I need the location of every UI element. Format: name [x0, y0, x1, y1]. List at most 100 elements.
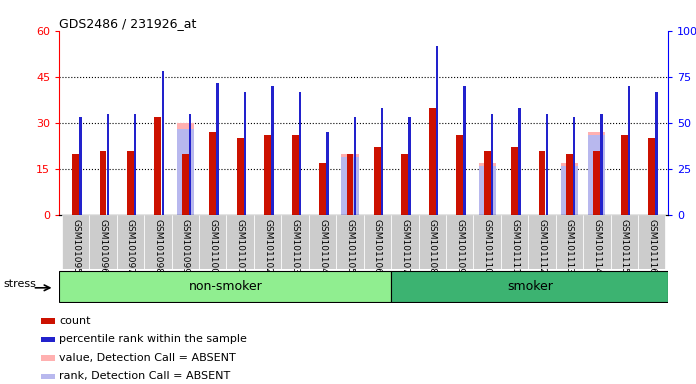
Bar	[161, 71, 164, 215]
Bar	[336, 215, 363, 269]
Bar	[41, 318, 55, 324]
Bar	[41, 374, 55, 379]
Text: GSM101097: GSM101097	[126, 219, 135, 274]
Bar	[409, 117, 411, 215]
Text: GSM101110: GSM101110	[482, 219, 491, 274]
Bar	[226, 215, 254, 269]
Text: GSM101106: GSM101106	[373, 219, 382, 274]
Bar	[479, 166, 496, 215]
Bar	[518, 108, 521, 215]
Bar	[100, 151, 106, 215]
Bar	[391, 271, 668, 302]
Bar	[341, 154, 358, 215]
Bar	[155, 117, 161, 215]
Bar	[573, 117, 576, 215]
Text: GSM101105: GSM101105	[345, 219, 354, 274]
Text: GSM101116: GSM101116	[647, 219, 656, 274]
Text: GSM101099: GSM101099	[181, 219, 190, 274]
Text: GSM101100: GSM101100	[208, 219, 217, 274]
Bar	[182, 154, 189, 215]
Bar	[127, 151, 134, 215]
Text: GSM101102: GSM101102	[263, 219, 272, 274]
Bar	[134, 114, 136, 215]
Bar	[299, 92, 301, 215]
Bar	[491, 114, 493, 215]
Bar	[254, 215, 281, 269]
Bar	[117, 215, 144, 269]
Bar	[561, 166, 578, 215]
Bar	[484, 151, 491, 215]
Text: GSM101111: GSM101111	[510, 219, 519, 274]
Bar	[347, 154, 354, 215]
Bar	[464, 86, 466, 215]
Bar	[621, 135, 628, 215]
Text: GSM101098: GSM101098	[153, 219, 162, 274]
Text: stress: stress	[3, 279, 35, 290]
Bar	[594, 151, 600, 215]
Bar	[561, 163, 578, 215]
Bar	[446, 215, 473, 269]
Bar	[511, 147, 518, 215]
Bar	[59, 271, 391, 302]
Text: percentile rank within the sample: percentile rank within the sample	[59, 334, 247, 344]
Bar	[244, 92, 246, 215]
Bar	[566, 154, 573, 215]
Text: GSM101107: GSM101107	[400, 219, 409, 274]
Bar	[271, 86, 274, 215]
Text: count: count	[59, 316, 90, 326]
Bar	[177, 123, 194, 215]
Bar	[79, 117, 81, 215]
Bar	[41, 337, 55, 342]
Text: GSM101104: GSM101104	[318, 219, 327, 274]
Bar	[436, 46, 438, 215]
Bar	[106, 114, 109, 215]
Bar	[555, 215, 583, 269]
Bar	[341, 157, 358, 215]
Bar	[354, 117, 356, 215]
Bar	[539, 151, 546, 215]
Bar	[309, 215, 336, 269]
Bar	[326, 132, 329, 215]
Bar	[264, 135, 271, 215]
Bar	[381, 108, 383, 215]
Bar	[374, 147, 381, 215]
Text: non-smoker: non-smoker	[189, 280, 262, 293]
Bar	[588, 135, 606, 215]
Bar	[546, 114, 548, 215]
Bar	[281, 215, 309, 269]
Bar	[583, 215, 610, 269]
Bar	[62, 215, 89, 269]
Bar	[189, 114, 191, 215]
Bar	[209, 132, 216, 215]
Bar	[72, 154, 79, 215]
Bar	[216, 83, 219, 215]
Bar	[648, 138, 655, 215]
Text: GSM101112: GSM101112	[537, 219, 546, 274]
Text: GDS2486 / 231926_at: GDS2486 / 231926_at	[59, 17, 196, 30]
Text: GSM101108: GSM101108	[428, 219, 437, 274]
Bar	[292, 135, 299, 215]
Bar	[391, 215, 418, 269]
Bar	[144, 215, 172, 269]
Bar	[479, 163, 496, 215]
Bar	[601, 114, 603, 215]
Text: GSM101114: GSM101114	[592, 219, 601, 274]
Bar	[628, 86, 631, 215]
Text: GSM101101: GSM101101	[236, 219, 245, 274]
Bar	[402, 154, 409, 215]
Bar	[501, 215, 528, 269]
Bar	[429, 108, 436, 215]
Text: rank, Detection Call = ABSENT: rank, Detection Call = ABSENT	[59, 371, 230, 381]
Bar	[177, 129, 194, 215]
Bar	[638, 215, 665, 269]
Bar	[610, 215, 638, 269]
Text: GSM101095: GSM101095	[71, 219, 80, 274]
Text: value, Detection Call = ABSENT: value, Detection Call = ABSENT	[59, 353, 236, 363]
Bar	[528, 215, 555, 269]
Text: GSM101109: GSM101109	[455, 219, 464, 274]
Text: GSM101096: GSM101096	[99, 219, 108, 274]
Bar	[172, 215, 199, 269]
Bar	[363, 215, 391, 269]
Text: GSM101103: GSM101103	[290, 219, 299, 274]
Text: smoker: smoker	[507, 280, 553, 293]
